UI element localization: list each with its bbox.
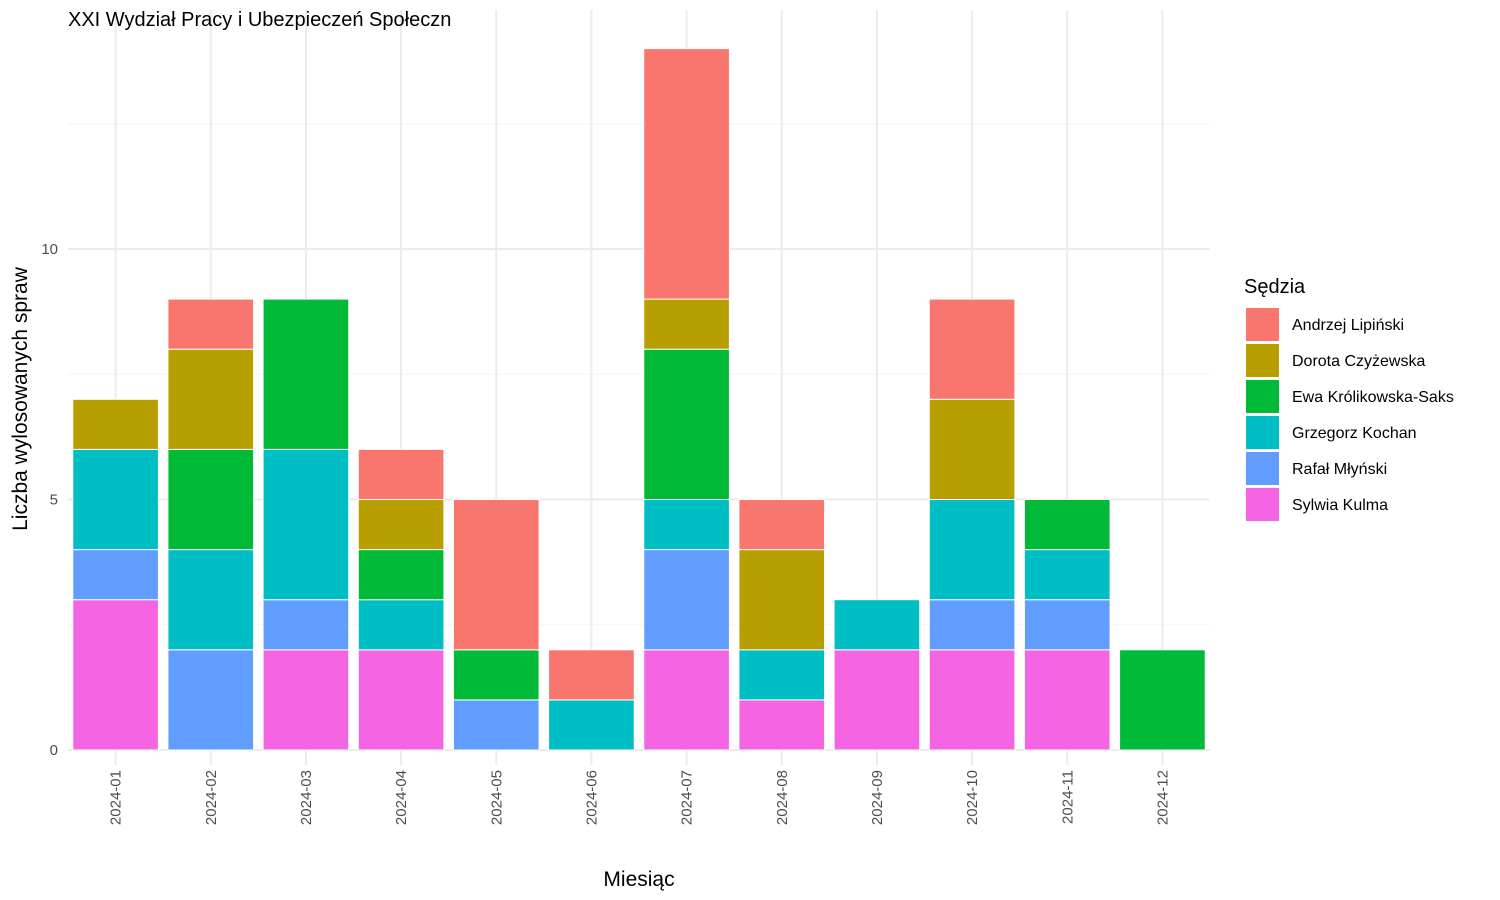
bar-segment	[262, 649, 350, 751]
bar-segment	[928, 599, 1016, 651]
legend-key	[1246, 452, 1279, 485]
bar-segment	[548, 649, 635, 701]
bar-segment	[738, 499, 826, 551]
bar-segment	[928, 298, 1016, 400]
bar-segment	[72, 549, 159, 601]
bar-segment	[262, 599, 350, 651]
legend-label: Andrzej Lipiński	[1292, 317, 1404, 334]
x-tick-label: 2024-09	[869, 770, 886, 825]
legend-label: Grzegorz Kochan	[1292, 425, 1417, 442]
bar-segment	[167, 649, 255, 751]
y-tick-label: 10	[41, 241, 58, 258]
bars	[72, 48, 1206, 751]
x-tick-label: 2024-08	[774, 770, 791, 825]
bar-segment	[548, 699, 635, 751]
legend-title: Sędzia	[1244, 276, 1306, 298]
bar-segment	[928, 398, 1016, 500]
chart-title: XXI Wydział Pracy i Ubezpieczeń Społeczn	[68, 9, 451, 31]
bar-segment	[262, 298, 350, 450]
bar-segment	[72, 398, 159, 450]
bar-segment	[357, 499, 445, 551]
legend-key	[1246, 380, 1279, 413]
bar-segment	[1023, 549, 1111, 601]
bar-segment	[167, 448, 255, 551]
bar-segment	[72, 599, 159, 751]
bar-segment	[643, 649, 730, 751]
bar-segment	[167, 298, 255, 350]
x-tick-label: 2024-10	[964, 770, 981, 825]
bar-segment	[643, 298, 730, 350]
x-tick-label: 2024-05	[488, 770, 505, 825]
y-axis-title: Liczba wylosowanych spraw	[9, 266, 32, 531]
bar-segment	[357, 549, 445, 601]
bar-segment	[452, 649, 540, 701]
bar-segment	[928, 649, 1016, 751]
bar-segment	[928, 499, 1016, 601]
legend-key	[1246, 416, 1279, 449]
x-axis-title: Miesiąc	[603, 868, 674, 891]
legend-label: Rafał Młyński	[1292, 461, 1387, 478]
legend-key	[1246, 308, 1279, 341]
x-tick-label: 2024-12	[1154, 770, 1171, 825]
bar-segment	[833, 599, 921, 651]
bar-segment	[1023, 649, 1111, 751]
bar-segment	[1023, 499, 1111, 551]
bar-segment	[643, 499, 730, 551]
bar-segment	[738, 549, 826, 651]
x-tick-label: 2024-01	[108, 770, 125, 825]
bar-segment	[72, 448, 159, 551]
legend-label: Sylwia Kulma	[1292, 497, 1388, 514]
bar-segment	[643, 549, 730, 651]
legend: Sędzia Andrzej Lipiński Dorota Czyżewska E…	[1244, 276, 1454, 521]
legend-label: Ewa Królikowska-Saks	[1292, 389, 1454, 406]
legend-label: Dorota Czyżewska	[1292, 353, 1425, 370]
bar-segment	[357, 448, 445, 500]
bar-segment	[167, 549, 255, 651]
x-tick-label: 2024-03	[298, 770, 315, 825]
bar-segment	[643, 348, 730, 501]
legend-key	[1246, 344, 1279, 377]
bar-segment	[1023, 599, 1111, 651]
x-tick-label: 2024-04	[393, 770, 410, 825]
bar-segment	[452, 499, 540, 651]
bar-segment	[738, 699, 826, 751]
x-tick-label: 2024-11	[1059, 770, 1076, 824]
bar-segment	[738, 649, 826, 701]
bar-segment	[643, 48, 730, 300]
bar-segment	[452, 699, 540, 751]
legend-key	[1246, 488, 1279, 521]
axes: 0 5 10 2024-01 2024-02 2024-03 2024-04 2024-05 2…	[41, 241, 1171, 825]
bar-segment	[167, 348, 255, 450]
bar-segment	[262, 448, 350, 601]
bar-segment	[833, 649, 921, 751]
y-tick-label: 0	[50, 742, 58, 759]
x-tick-label: 2024-07	[679, 770, 696, 825]
y-tick-label: 5	[50, 492, 58, 509]
bar-segment	[357, 649, 445, 751]
bar-segment	[1119, 649, 1206, 751]
x-tick-label: 2024-02	[203, 770, 220, 825]
x-tick-label: 2024-06	[583, 770, 600, 825]
bar-segment	[357, 599, 445, 651]
